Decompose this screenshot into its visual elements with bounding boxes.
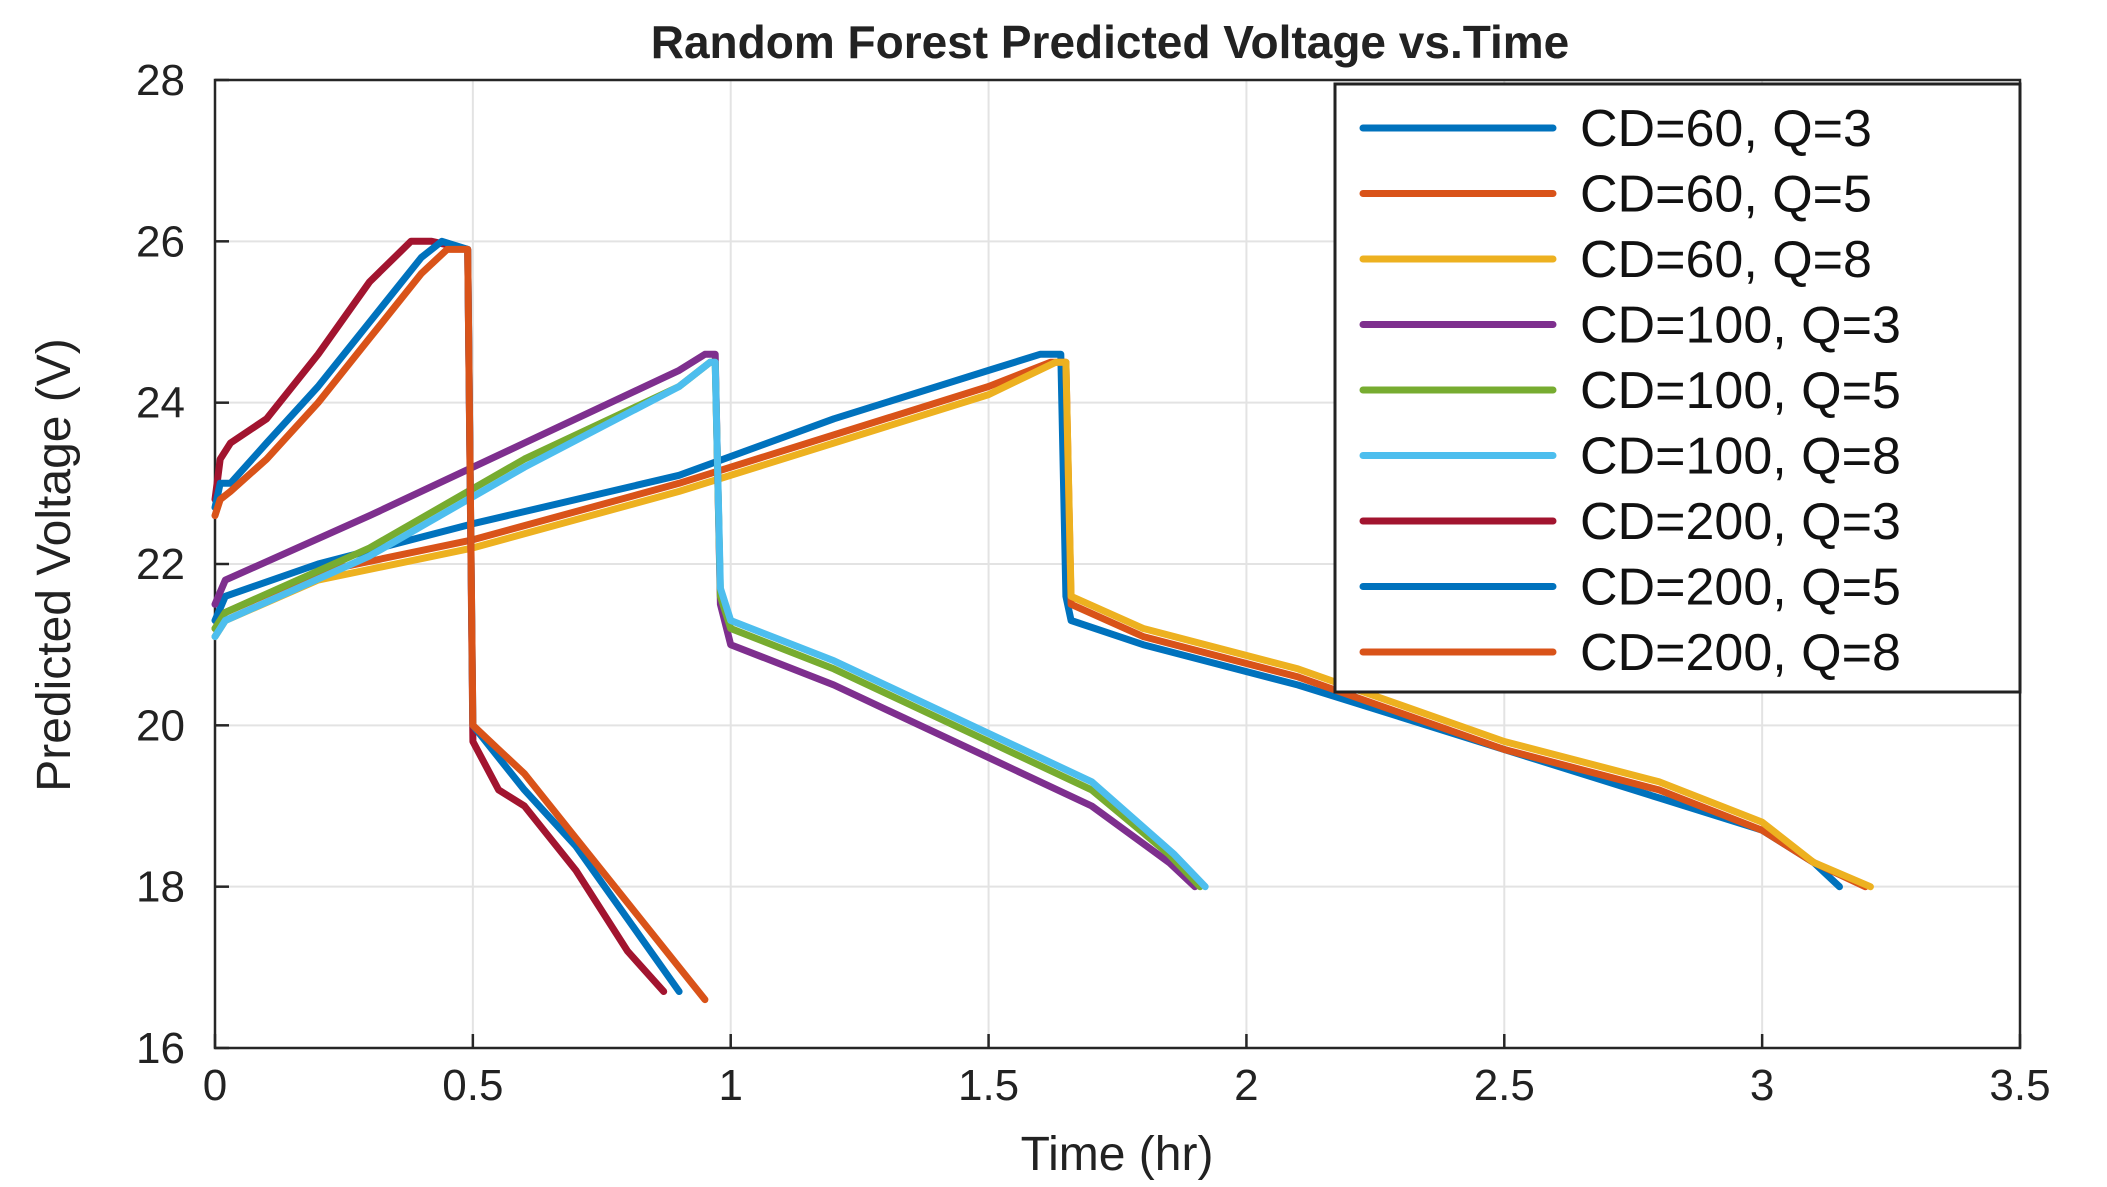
- axis-ticks: 0 0.5 1 1.5 2 2.5 3 3.5 16 18 20 22 24 26 28: [136, 56, 2051, 1110]
- series-line: [211, 237, 668, 995]
- series-line: [211, 350, 1843, 891]
- x-tick-label: 1.5: [958, 1061, 1019, 1110]
- x-tick-label: 1: [718, 1061, 742, 1110]
- series-line: [211, 237, 683, 995]
- y-tick-label: 24: [136, 379, 185, 428]
- y-tick-label: 16: [136, 1024, 185, 1073]
- y-tick-label: 28: [136, 56, 185, 105]
- legend-label: CD=100, Q=5: [1580, 362, 1901, 420]
- legend-label: CD=200, Q=8: [1580, 624, 1901, 682]
- legend-label: CD=60, Q=3: [1580, 100, 1872, 158]
- y-tick-label: 26: [136, 217, 185, 266]
- chart-title: Random Forest Predicted Voltage vs.Time: [651, 16, 1570, 68]
- series-line: [211, 358, 1204, 891]
- legend-label: CD=100, Q=8: [1580, 428, 1901, 486]
- legend-items: CD=60, Q=3 CD=60, Q=5 CD=60, Q=8 CD=100, Q=…: [1359, 100, 1901, 682]
- legend-label: CD=100, Q=3: [1580, 297, 1901, 355]
- series-line: [211, 358, 1874, 891]
- x-tick-label: 2: [1234, 1061, 1258, 1110]
- x-tick-label: 2.5: [1474, 1061, 1535, 1110]
- series-line: [211, 350, 1199, 891]
- y-axis-label: Predicted Voltage (V): [28, 338, 81, 792]
- y-tick-label: 22: [136, 540, 185, 589]
- legend: CD=60, Q=3 CD=60, Q=5 CD=60, Q=8 CD=100, Q=…: [1333, 82, 2022, 694]
- x-axis-label: Time (hr): [1021, 1128, 1214, 1181]
- x-tick-label: 0: [203, 1061, 227, 1110]
- legend-label: CD=200, Q=5: [1580, 559, 1901, 617]
- series-lines: [211, 237, 1874, 1004]
- legend-label: CD=60, Q=5: [1580, 166, 1872, 224]
- series-line: [211, 245, 709, 1004]
- series-line: [211, 358, 1209, 891]
- y-tick-label: 18: [136, 863, 185, 912]
- x-tick-label: 3.5: [1989, 1061, 2050, 1110]
- legend-label: CD=200, Q=3: [1580, 493, 1901, 551]
- x-tick-label: 3: [1750, 1061, 1774, 1110]
- x-tick-label: 0.5: [442, 1061, 503, 1110]
- y-tick-label: 20: [136, 701, 185, 750]
- legend-label: CD=60, Q=8: [1580, 231, 1872, 289]
